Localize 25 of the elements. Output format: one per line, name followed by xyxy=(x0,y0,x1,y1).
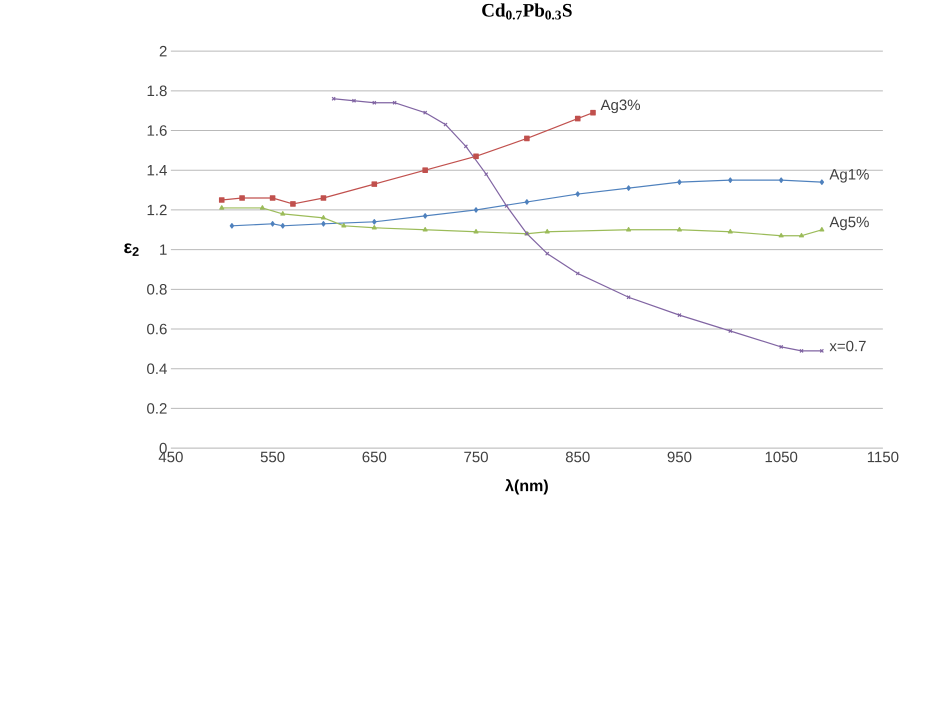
y-tick-label: 1.2 xyxy=(148,204,167,216)
x-tick-label: 850 xyxy=(566,452,590,462)
y-tick-label: 2 xyxy=(160,46,167,56)
x-tick-label: 650 xyxy=(362,452,386,462)
y-tick-label: 1.8 xyxy=(148,85,167,96)
series-label: Ag3% xyxy=(600,100,640,114)
x-tick-label: 750 xyxy=(464,452,488,462)
series-label: Ag1% xyxy=(829,169,869,183)
x-tick-label: 1050 xyxy=(766,452,798,462)
y-tick-label: 0.6 xyxy=(147,324,167,334)
x-tick-label: 550 xyxy=(260,452,285,462)
y-tick-label: 0.8 xyxy=(147,284,167,295)
chart-title: Cd$_{0.7}$Pb$_{0.3}$S xyxy=(482,3,572,20)
y-tick-label: 0.4 xyxy=(147,363,167,374)
x-tick-label: 450 xyxy=(158,452,183,462)
y-tick-label: 1 xyxy=(160,244,167,255)
x-tick-label: 950 xyxy=(668,452,692,462)
x-axis-title: λ(nm) xyxy=(505,479,548,494)
y-tick-label: 1.6 xyxy=(148,125,167,136)
x-tick-label: 1150 xyxy=(868,452,898,462)
series-label: Ag5% xyxy=(829,216,869,230)
y-tick-label: 1.4 xyxy=(148,165,167,176)
y-axis-title: ε$_{2}$ xyxy=(124,243,139,256)
y-tick-label: 0.2 xyxy=(147,403,167,414)
series-label: x=0.7 xyxy=(830,340,866,352)
